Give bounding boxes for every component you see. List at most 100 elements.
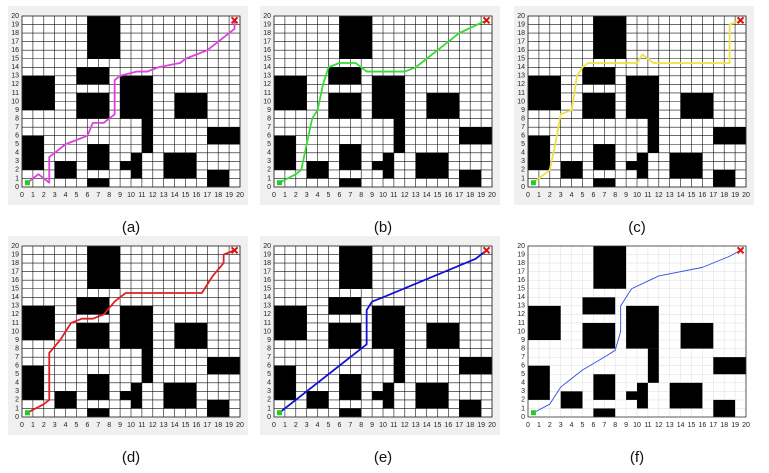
obstacle xyxy=(593,144,616,170)
y-tick-label: 15 xyxy=(263,56,271,63)
y-tick-label: 7 xyxy=(521,124,525,131)
x-tick-label: 5 xyxy=(75,422,79,429)
x-tick-label: 5 xyxy=(75,192,79,199)
x-tick-label: 9 xyxy=(370,192,374,199)
path-line xyxy=(278,249,488,414)
y-tick-label: 1 xyxy=(521,175,525,182)
x-tick-label: 1 xyxy=(283,192,287,199)
obstacle xyxy=(207,399,230,417)
y-tick-label: 6 xyxy=(15,133,19,140)
obstacle xyxy=(637,382,648,409)
x-tick-label: 13 xyxy=(666,422,674,429)
x-tick-label: 10 xyxy=(379,422,387,429)
obstacle xyxy=(339,16,373,59)
x-tick-label: 16 xyxy=(699,192,707,199)
x-tick-label: 13 xyxy=(412,422,420,429)
y-tick-label: 9 xyxy=(15,337,19,344)
x-tick-label: 13 xyxy=(412,192,420,199)
x-tick-label: 13 xyxy=(666,192,674,199)
obstacle xyxy=(22,75,55,111)
x-tick-label: 10 xyxy=(379,192,387,199)
y-tick-label: 17 xyxy=(517,268,525,275)
y-tick-label: 14 xyxy=(11,64,19,71)
obstacle xyxy=(76,92,110,119)
obstacle xyxy=(141,348,153,383)
y-tick-label: 4 xyxy=(267,380,271,387)
obstacle xyxy=(274,305,307,341)
start-marker xyxy=(276,180,282,186)
y-tick-label: 13 xyxy=(263,73,271,80)
y-tick-label: 0 xyxy=(15,184,19,191)
y-tick-label: 18 xyxy=(517,260,525,267)
y-tick-label: 5 xyxy=(267,141,271,148)
y-tick-label: 18 xyxy=(263,260,271,267)
y-tick-label: 6 xyxy=(267,363,271,370)
x-tick-label: 7 xyxy=(96,422,100,429)
x-tick-label: 6 xyxy=(337,192,341,199)
obstacle xyxy=(415,382,449,409)
obstacle xyxy=(87,408,110,417)
obstacle xyxy=(87,16,121,59)
x-tick-label: 14 xyxy=(171,192,179,199)
y-tick-label: 11 xyxy=(518,320,525,327)
obstacle xyxy=(87,178,110,187)
y-tick-label: 7 xyxy=(267,124,271,131)
obstacle xyxy=(306,391,329,409)
obstacle xyxy=(372,305,405,349)
x-tick-label: 10 xyxy=(633,192,641,199)
y-tick-label: 8 xyxy=(15,345,19,352)
y-tick-label: 10 xyxy=(263,328,271,335)
x-tick-label: 6 xyxy=(591,422,595,429)
obstacle xyxy=(582,322,616,349)
x-tick-label: 11 xyxy=(390,192,397,199)
obstacle xyxy=(339,178,362,187)
panel-label: (c) xyxy=(628,219,646,236)
y-tick-label: 11 xyxy=(264,90,271,97)
obstacle xyxy=(626,391,637,400)
obstacle xyxy=(76,322,110,349)
x-tick-label: 4 xyxy=(316,422,320,429)
obstacle xyxy=(415,152,449,179)
start-marker xyxy=(530,410,536,416)
y-tick-label: 17 xyxy=(263,268,271,275)
x-tick-label: 7 xyxy=(602,422,606,429)
y-tick-label: 6 xyxy=(15,363,19,370)
path-line xyxy=(27,249,235,414)
obstacle xyxy=(372,161,383,170)
goal-marker xyxy=(230,16,239,24)
obstacle xyxy=(582,67,616,85)
x-tick-label: 8 xyxy=(359,422,363,429)
x-tick-label: 20 xyxy=(236,192,244,199)
y-tick-label: 19 xyxy=(517,21,525,28)
panel-label: (a) xyxy=(122,219,140,236)
x-tick-label: 0 xyxy=(272,192,276,199)
y-tick-label: 15 xyxy=(11,56,19,63)
y-tick-label: 11 xyxy=(12,90,19,97)
y-tick-label: 18 xyxy=(517,30,525,37)
obstacle xyxy=(528,135,550,170)
x-tick-label: 18 xyxy=(466,192,474,199)
y-tick-label: 7 xyxy=(15,354,19,361)
x-tick-label: 12 xyxy=(401,192,409,199)
obstacle xyxy=(637,152,648,179)
x-tick-label: 20 xyxy=(488,192,496,199)
plot-frame xyxy=(21,245,241,418)
x-tick-label: 10 xyxy=(127,422,135,429)
panel: 0 1 2 3 4 5 6 7 8 9 10 11 12 13 14 15 16 17 18 19 2001234567… xyxy=(260,236,500,466)
x-tick-label: 1 xyxy=(31,192,35,199)
x-tick-label: 7 xyxy=(602,192,606,199)
x-tick-label: 2 xyxy=(42,192,46,199)
obstacle xyxy=(459,169,482,187)
x-tick-label: 5 xyxy=(327,422,331,429)
y-tick-label: 20 xyxy=(517,13,525,20)
x-tick-label: 18 xyxy=(214,192,222,199)
x-tick-label: 18 xyxy=(466,422,474,429)
plot-frame xyxy=(527,245,747,418)
x-tick-label: 17 xyxy=(709,422,717,429)
y-tick-label: 19 xyxy=(517,251,525,258)
y-tick-label: 9 xyxy=(267,107,271,114)
obstacle xyxy=(328,297,362,315)
y-tick-label: 17 xyxy=(517,38,525,45)
obstacle xyxy=(426,92,460,119)
obstacle xyxy=(560,161,583,179)
